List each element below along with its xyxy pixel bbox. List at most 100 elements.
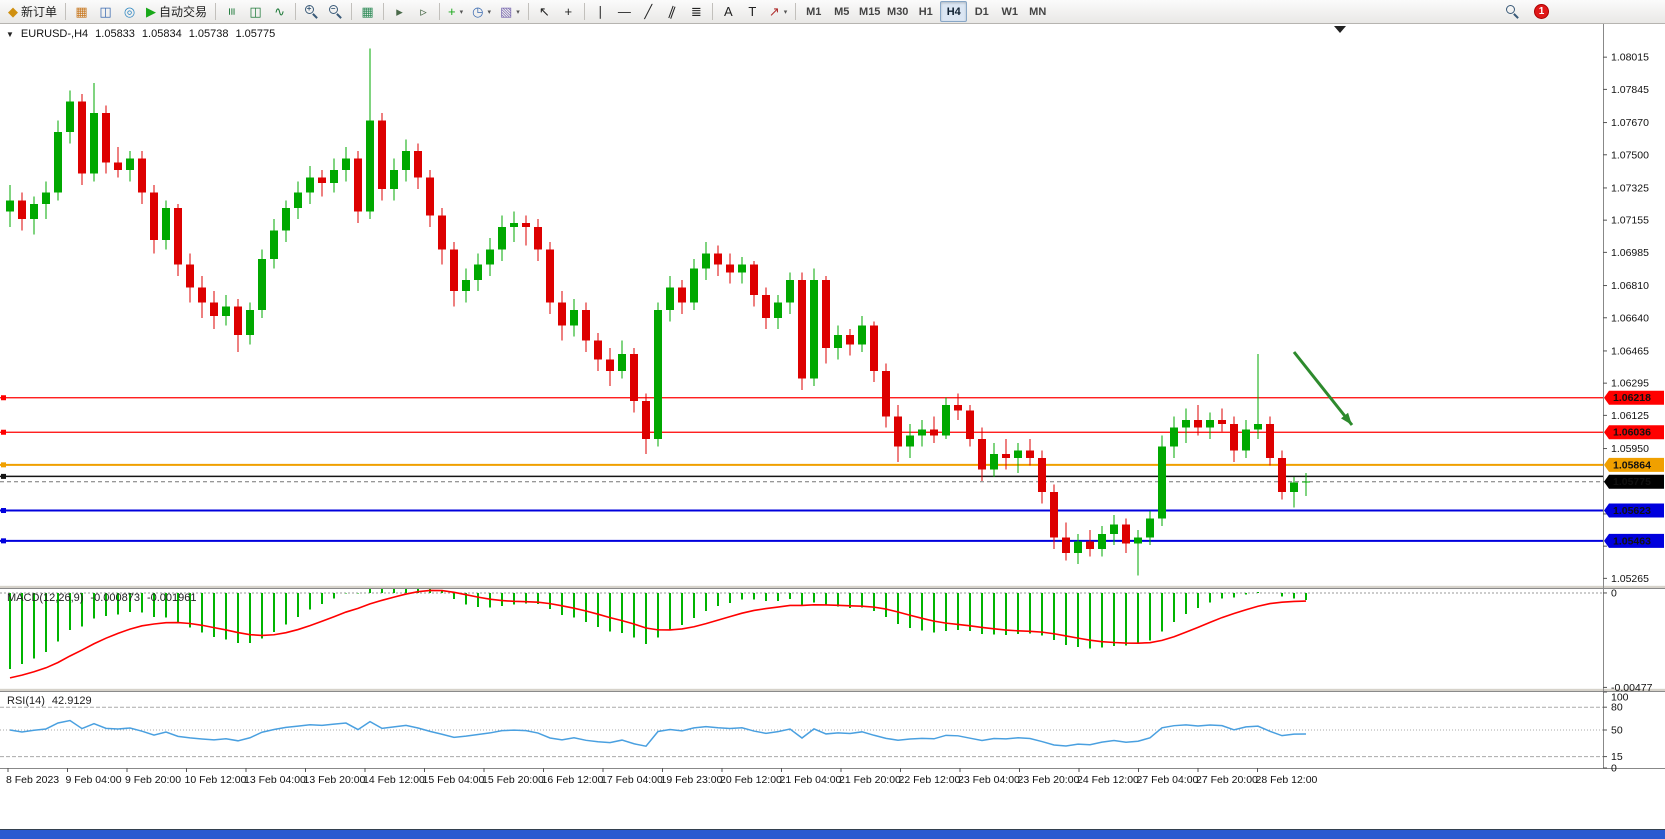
- timeframe-m5-button[interactable]: M5: [834, 5, 850, 18]
- arrows-button[interactable]: ↗ ▾: [765, 1, 791, 22]
- line-anchor-marker[interactable]: [1, 473, 6, 479]
- crosshair-button[interactable]: +: [557, 1, 580, 22]
- chart-shift-button[interactable]: ▹: [412, 1, 435, 22]
- time-axis-label: 10 Feb 12:00: [185, 774, 247, 786]
- timeframe-m1-button[interactable]: M1: [806, 5, 822, 18]
- time-axis[interactable]: 8 Feb 2023 9 Feb 04:00 9 Feb 20:00 10 Feb 1…: [6, 768, 1318, 786]
- price-tag: 1.06218: [1604, 390, 1664, 405]
- panel-splitter[interactable]: [0, 585, 1665, 589]
- chart-shift-marker-icon[interactable]: [1334, 26, 1346, 33]
- templates-button[interactable]: ▧ ▾: [496, 1, 524, 22]
- trendline-button[interactable]: ╱: [637, 1, 660, 22]
- time-axis-label: 27 Feb 20:00: [1196, 774, 1258, 786]
- zoom-in-button[interactable]: +: [300, 1, 323, 22]
- time-axis-label: 8 Feb 2023: [6, 774, 59, 786]
- toolbar-separator: [295, 3, 297, 20]
- price-tag: 1.05864: [1604, 457, 1664, 472]
- ohlc-low: 1.05738: [188, 28, 229, 40]
- trendline-icon: ╱: [644, 4, 653, 19]
- candlestick-icon: ◫: [249, 4, 262, 19]
- line-chart-icon: ∿: [274, 4, 285, 19]
- timeframe-h1-button[interactable]: H1: [918, 5, 933, 18]
- line-anchor-marker[interactable]: [1, 429, 6, 435]
- collapse-triangle-icon[interactable]: ▼: [6, 29, 14, 39]
- svg-text:1.06036: 1.06036: [1613, 427, 1651, 439]
- price-axis[interactable]: 1.08015 1.07845 1.07670 1.07500 1.07325 1.071…: [1603, 52, 1649, 585]
- caret-down-icon: ▾: [783, 8, 788, 16]
- charts-button[interactable]: ▦: [70, 1, 93, 22]
- timeframe-m15-button[interactable]: M15: [859, 5, 881, 18]
- vertical-line-icon: ∣: [597, 4, 604, 19]
- search-icon: [1505, 4, 1520, 19]
- label-icon: T: [748, 4, 757, 19]
- ohlc-open: 1.05833: [95, 28, 135, 40]
- svg-text:1.06985: 1.06985: [1611, 247, 1649, 259]
- rsi-value: 42.9129: [51, 695, 92, 707]
- panel-splitter[interactable]: [0, 688, 1665, 692]
- toolbar-separator: [583, 3, 585, 20]
- vertical-line-button[interactable]: ∣: [589, 1, 612, 22]
- toolbar-separator: [351, 3, 353, 20]
- line-anchor-marker[interactable]: [1, 462, 6, 468]
- new-order-button[interactable]: ◆ 新订单: [4, 1, 61, 22]
- rsi-axis-label: 50: [1611, 725, 1623, 737]
- zoom-in-icon: +: [304, 4, 319, 19]
- time-axis-label: 15 Feb 20:00: [482, 774, 544, 786]
- timeframe-d1-button[interactable]: D1: [974, 5, 989, 18]
- autotrading-button[interactable]: ▶ 自动交易: [142, 1, 211, 22]
- line-chart-button[interactable]: ∿: [268, 1, 291, 22]
- fibonacci-button[interactable]: ≣: [685, 1, 708, 22]
- search-button[interactable]: [1501, 1, 1524, 22]
- chart-svg[interactable]: 1.08015 1.07845 1.07670 1.07500 1.07325 1.071…: [0, 24, 1665, 829]
- svg-text:1.07845: 1.07845: [1611, 84, 1649, 96]
- market-watch-button[interactable]: ◎: [118, 1, 141, 22]
- rsi-axis-label: 80: [1611, 702, 1623, 714]
- horizontal-line-button[interactable]: —: [613, 1, 636, 22]
- notification-badge[interactable]: 1: [1534, 4, 1549, 19]
- text-button[interactable]: A: [717, 1, 740, 22]
- auto-scroll-button[interactable]: ▸: [388, 1, 411, 22]
- indicators-button[interactable]: + ▾: [444, 1, 467, 22]
- tile-windows-button[interactable]: ▦: [356, 1, 379, 22]
- time-axis-label: 24 Feb 12:00: [1077, 774, 1139, 786]
- cursor-button[interactable]: ↖: [533, 1, 556, 22]
- indicator-plus-icon: +: [448, 4, 456, 19]
- caret-down-icon: ▾: [459, 8, 464, 16]
- line-anchor-marker[interactable]: [1, 508, 6, 514]
- chart-shift-icon: ▹: [420, 4, 427, 19]
- zoom-out-button[interactable]: −: [324, 1, 347, 22]
- label-button[interactable]: T: [741, 1, 764, 22]
- time-axis-label: 28 Feb 12:00: [1256, 774, 1318, 786]
- timeframe-mn-button[interactable]: MN: [1029, 5, 1047, 18]
- svg-text:1.08015: 1.08015: [1611, 52, 1649, 64]
- line-anchor-marker[interactable]: [1, 395, 6, 401]
- autotrading-button-label: 自动交易: [159, 5, 208, 19]
- timeframe-m30-button[interactable]: M30: [887, 5, 909, 18]
- time-axis-label: 14 Feb 12:00: [363, 774, 425, 786]
- profiles-button[interactable]: ◫: [94, 1, 117, 22]
- candlestick-button[interactable]: ◫: [244, 1, 267, 22]
- timeframe-w1-button[interactable]: W1: [1001, 5, 1018, 18]
- timeframe-h4-button[interactable]: H4: [940, 1, 968, 22]
- chart-container[interactable]: 1.08015 1.07845 1.07670 1.07500 1.07325 1.071…: [0, 24, 1665, 829]
- svg-text:1.06640: 1.06640: [1611, 312, 1649, 324]
- macd-main-value: -0.000873: [90, 592, 140, 604]
- line-anchor-marker[interactable]: [1, 538, 6, 544]
- bar-chart-button[interactable]: ≡: [220, 1, 243, 22]
- trend-arrow[interactable]: [1292, 351, 1354, 426]
- periods-button[interactable]: ◷ ▾: [468, 1, 495, 22]
- channel-icon: ∥: [666, 3, 678, 20]
- template-icon: ▧: [500, 4, 513, 19]
- svg-text:1.06295: 1.06295: [1611, 378, 1649, 390]
- channel-button[interactable]: ∥: [661, 1, 684, 22]
- new-order-button-label: 新订单: [21, 5, 58, 19]
- caret-down-icon: ▾: [516, 8, 520, 16]
- trend-arrow-head: [1341, 412, 1352, 425]
- svg-text:1.05950: 1.05950: [1611, 443, 1649, 455]
- macd-axis-label: 0: [1611, 587, 1617, 599]
- svg-text:1.05265: 1.05265: [1611, 573, 1649, 585]
- rsi-label: RSI(14) 42.9129: [7, 695, 92, 707]
- price-tag: 1.05775: [1604, 474, 1664, 489]
- toolbar-separator: [711, 3, 713, 20]
- toolbar-separator: [527, 3, 529, 20]
